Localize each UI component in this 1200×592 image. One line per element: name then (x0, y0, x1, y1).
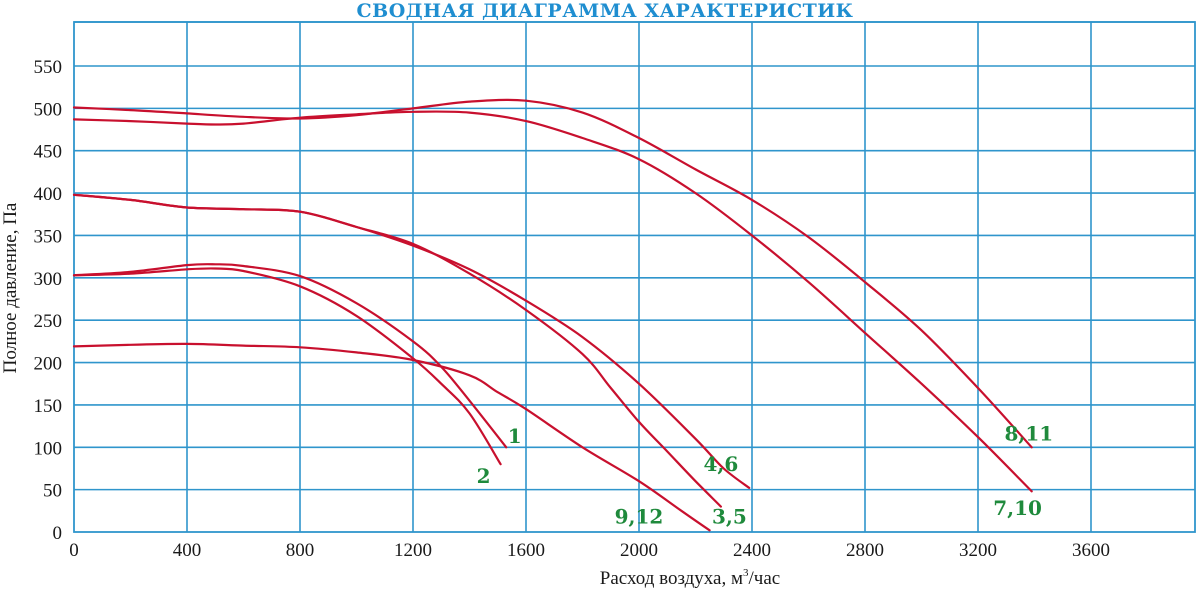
x-axis-label-unit: /час (749, 568, 781, 589)
y-tick-label: 0 (53, 523, 63, 544)
y-tick-label: 450 (34, 142, 63, 163)
x-tick-label: 0 (69, 540, 79, 561)
curve-9-12 (72, 342, 711, 532)
y-tick-label: 200 (34, 354, 63, 375)
y-tick-label: 100 (34, 438, 63, 459)
x-tick-label: 3200 (959, 540, 997, 561)
y-tick-label: 150 (34, 396, 63, 417)
x-tick-label: 3600 (1072, 540, 1110, 561)
curve-4-6 (72, 193, 751, 489)
x-axis-label-sup: 3 (743, 567, 749, 579)
x-axis-label-main: Расход воздуха, м (600, 568, 743, 589)
x-tick-label: 400 (173, 540, 202, 561)
x-tick-label: 1200 (394, 540, 432, 561)
x-tick-label: 800 (286, 540, 315, 561)
grid-layer (73, 21, 1196, 533)
x-tick-label: 2400 (733, 540, 771, 561)
curve-8-11 (72, 98, 1033, 449)
curve-label-1: 1 (508, 424, 522, 448)
curve-3-5 (72, 193, 722, 508)
curve-label-layer: 12 4,6 3,5 9,12 8,11 7,10 (477, 421, 1054, 528)
curve-label-7-10: 7,10 (993, 496, 1042, 520)
y-tick-label: 350 (34, 226, 63, 247)
curve-label-4-6: 4,6 (704, 452, 739, 476)
curve-label-3-5: 3,5 (712, 505, 747, 529)
plot-frame (73, 21, 1196, 533)
y-tick-label: 500 (34, 99, 63, 120)
x-tick-label: 2800 (846, 540, 884, 561)
x-axis-label: Расход воздуха, м3/час (600, 567, 780, 589)
y-tick-label: 50 (43, 481, 62, 502)
y-tick-label: 400 (34, 184, 63, 205)
y-tick-label: 550 (34, 57, 63, 78)
x-tick-label: 1600 (507, 540, 545, 561)
curve-label-9-12: 9,12 (615, 505, 664, 529)
chart-title: СВОДНАЯ ДИАГРАММА ХАРАКТЕРИСТИК (357, 0, 854, 22)
tick-layer: 0 400 800 1200 1600 2000 2400 2800 3200 360005010… (34, 57, 1111, 561)
y-tick-label: 250 (34, 311, 63, 332)
curve-1 (72, 263, 508, 449)
x-tick-label: 2000 (620, 540, 658, 561)
curve-layer (72, 98, 1033, 532)
curve-2 (72, 267, 502, 466)
curve-label-2: 2 (477, 464, 491, 488)
curve-label-8-11: 8,11 (1004, 421, 1053, 445)
y-axis-label: Полное давление, Па (0, 202, 21, 373)
curve-7-10 (72, 110, 1033, 493)
y-tick-label: 300 (34, 269, 63, 290)
